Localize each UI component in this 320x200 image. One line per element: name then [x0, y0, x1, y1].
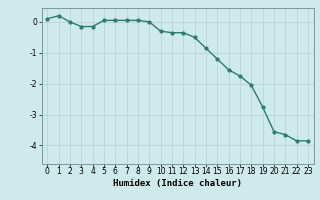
X-axis label: Humidex (Indice chaleur): Humidex (Indice chaleur) [113, 179, 242, 188]
